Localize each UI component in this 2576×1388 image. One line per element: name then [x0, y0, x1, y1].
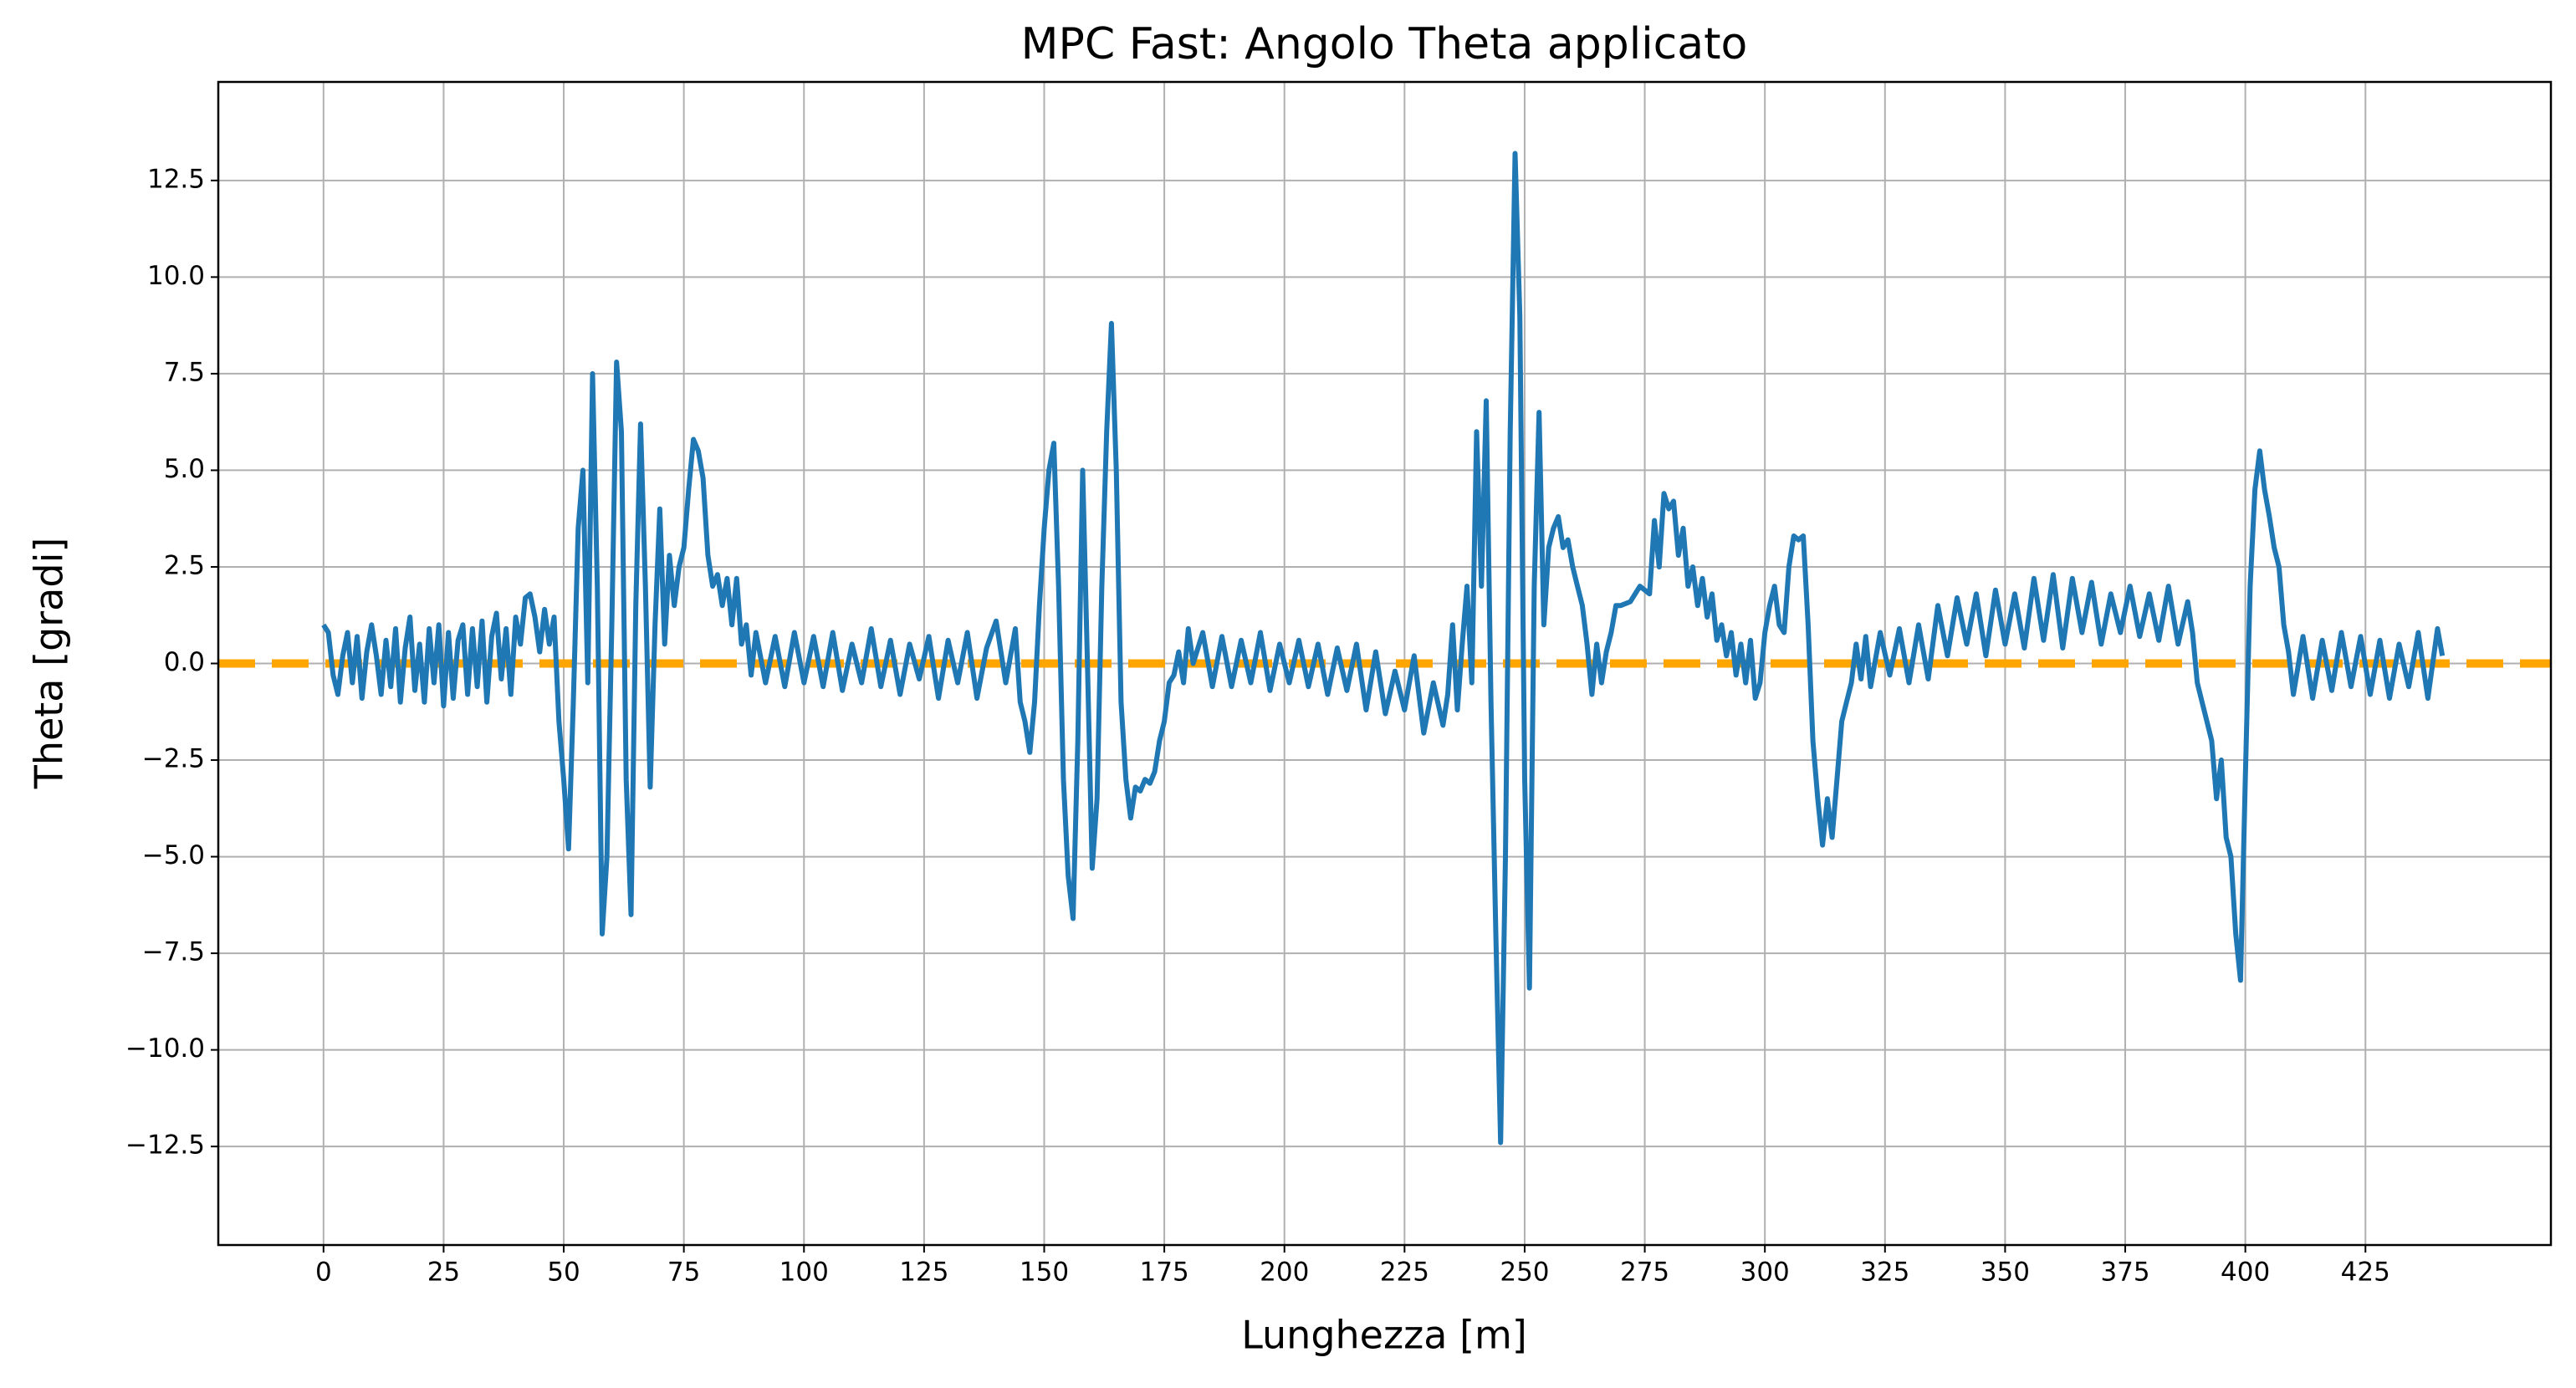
x-tick-label: 125	[899, 1258, 948, 1288]
x-tick-label: 50	[547, 1258, 580, 1288]
x-tick-label: 275	[1620, 1258, 1669, 1288]
x-tick-label: 300	[1740, 1258, 1790, 1288]
chart-title: MPC Fast: Angolo Theta applicato	[1021, 19, 1748, 69]
x-tick-label: 150	[1020, 1258, 1069, 1288]
y-tick-label: −12.5	[125, 1130, 205, 1161]
x-tick-label: 75	[667, 1258, 700, 1288]
x-tick-label: 175	[1140, 1258, 1189, 1288]
y-tick-label: 7.5	[164, 357, 205, 387]
x-tick-label: 425	[2341, 1258, 2390, 1288]
plot-frame	[217, 80, 2553, 1247]
y-tick-label: 12.5	[147, 164, 205, 194]
data-line	[321, 151, 2446, 1146]
x-tick-label: 250	[1500, 1258, 1549, 1288]
y-tick-label: 5.0	[164, 454, 205, 484]
x-tick-label: 0	[315, 1258, 332, 1288]
x-tick-label: 25	[427, 1258, 460, 1288]
x-axis-label: Lunghezza [m]	[1241, 1313, 1527, 1358]
y-tick-label: 0.0	[164, 647, 205, 677]
y-axis-label: Theta [gradi]	[27, 538, 72, 790]
x-tick-label: 100	[779, 1258, 829, 1288]
y-tick-label: 10.0	[147, 261, 205, 291]
x-tick-label: 350	[1981, 1258, 2030, 1288]
y-tick-label: −2.5	[142, 744, 205, 774]
x-tick-label: 325	[1860, 1258, 1909, 1288]
y-tick-label: −7.5	[142, 937, 205, 967]
x-tick-label: 375	[2100, 1258, 2149, 1288]
x-tick-label: 225	[1380, 1258, 1429, 1288]
y-tick-label: −5.0	[142, 840, 205, 870]
x-tick-label: 200	[1260, 1258, 1309, 1288]
y-tick-label: −10.0	[125, 1033, 205, 1064]
x-tick-label: 400	[2221, 1258, 2270, 1288]
y-tick-label: 2.5	[164, 550, 205, 580]
